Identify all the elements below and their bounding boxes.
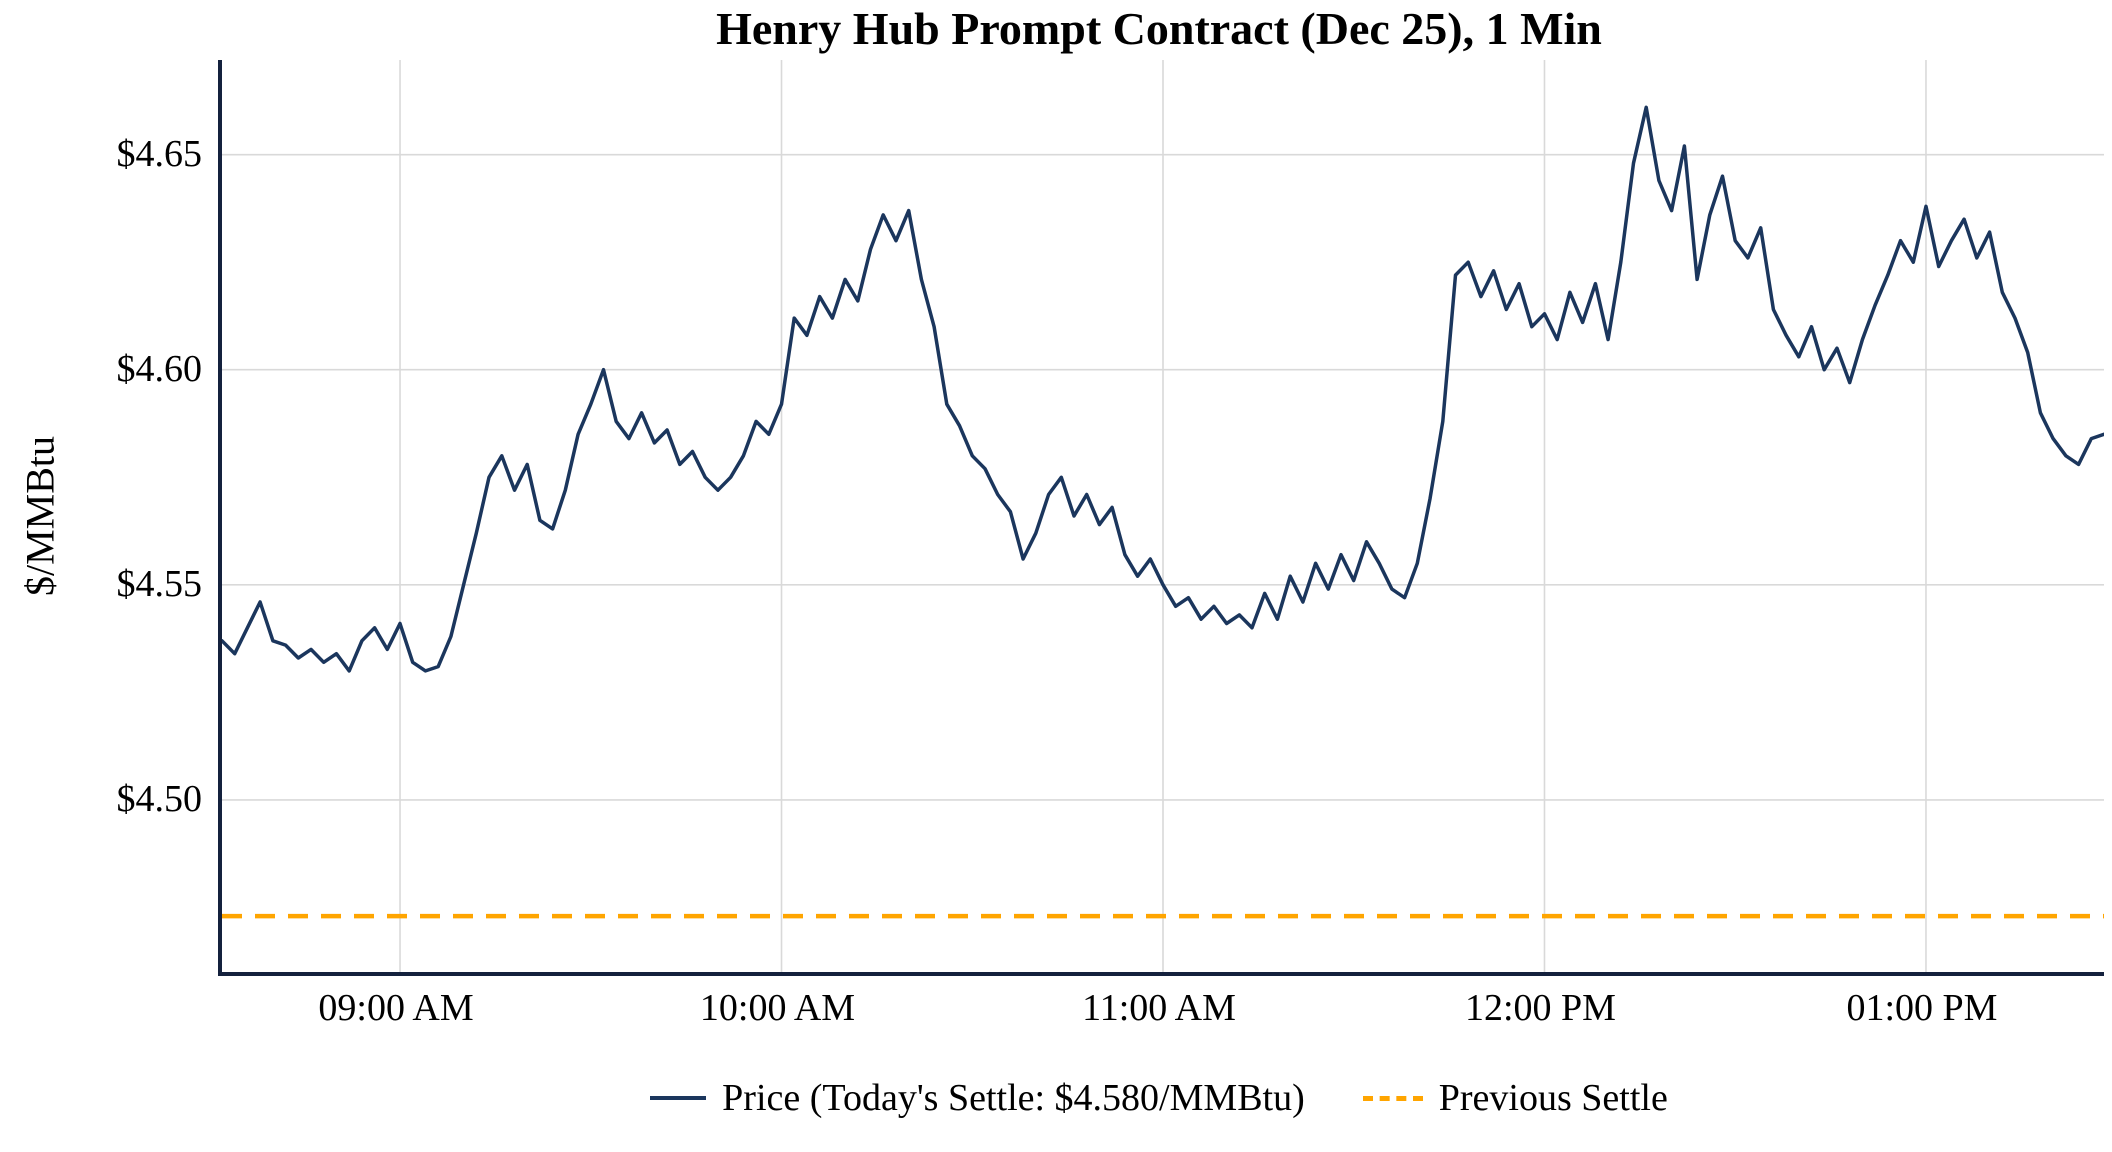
y-tick-label: $4.55 — [116, 562, 203, 605]
y-tick-label: $4.60 — [116, 347, 203, 390]
plot-area — [218, 60, 2104, 976]
x-tick-label: 12:00 PM — [1464, 987, 1616, 1029]
price-legend-label: Price (Today's Settle: $4.580/MMBtu) — [722, 1077, 1305, 1119]
x-tick-label: 09:00 AM — [318, 987, 474, 1029]
x-tick-label: 01:00 PM — [1846, 987, 1998, 1029]
y-tick-label: $4.50 — [116, 778, 203, 821]
previous-settle-swatch — [1362, 1095, 1423, 1101]
price-line — [222, 105, 2104, 673]
price-line-swatch — [650, 1096, 707, 1100]
x-tick-label: 10:00 AM — [699, 987, 856, 1029]
y-tick-label: $4.65 — [116, 132, 203, 175]
x-tick-label: 11:00 AM — [1082, 987, 1236, 1029]
plot-canvas — [222, 60, 2104, 972]
legend: Price (Today's Settle: $4.580/MMBtu) Pre… — [218, 1076, 2100, 1120]
chart-title: Henry Hub Prompt Contract (Dec 25), 1 Mi… — [716, 3, 1602, 54]
previous-settle-legend-label: Previous Settle — [1438, 1077, 1668, 1119]
